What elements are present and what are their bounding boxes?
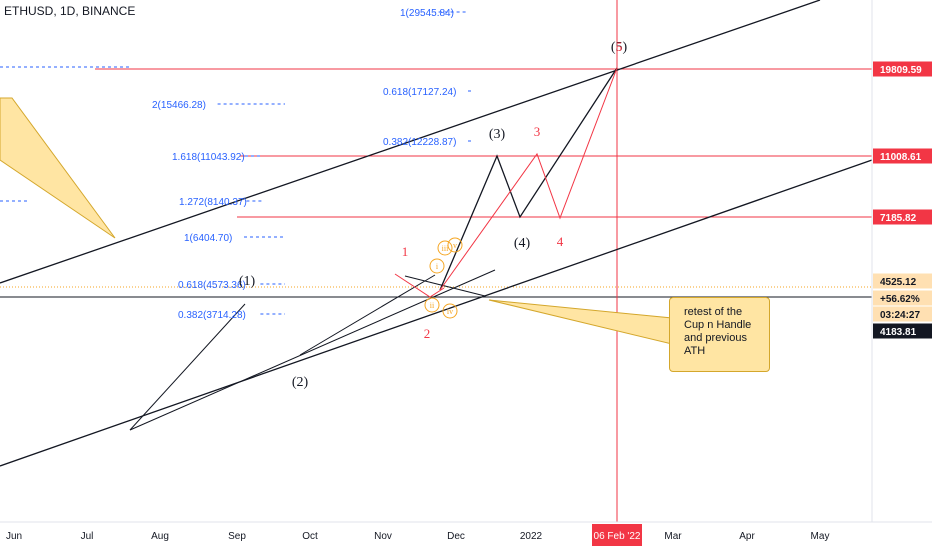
price-tag [873, 273, 932, 289]
callout-box[interactable]: retest of the Cup n Handle and previous … [669, 297, 770, 372]
fib-label: 0.382(12228.87) [383, 137, 456, 148]
chart-background [0, 0, 872, 522]
wave-red-minor [394, 273, 445, 298]
x-tick-label: 06 Feb '22 [594, 531, 641, 542]
wave-projection-red [439, 67, 618, 291]
fib-label: 1.272(8140.37) [179, 197, 247, 208]
x-tick-label: Dec [447, 531, 465, 542]
wave-label: (5) [611, 40, 628, 55]
x-tick-label: Sep [228, 531, 246, 542]
x-tick-label: Jul [81, 531, 94, 542]
x-axis-ticks: Jun Jul Aug Sep Oct Nov Dec 2022 06 Feb '22 Mar Ap… [6, 524, 830, 546]
price-tag-label: 4525.12 [880, 277, 917, 288]
minor-wave-circle [437, 240, 453, 256]
minor-wave-label: v [453, 241, 457, 250]
wave-label: 5 [616, 39, 623, 54]
price-tag-label: 4183.81 [880, 327, 917, 338]
x-tick-label: May [811, 531, 830, 542]
channel-upper [0, 0, 821, 284]
wave-label: 2 [424, 326, 431, 341]
wave-label: 4 [557, 234, 564, 249]
price-tag [873, 290, 932, 306]
minor-wave-label: iii [442, 244, 449, 253]
fib-label: 1(6404.70) [184, 233, 232, 244]
x-tick-label: Nov [374, 531, 392, 542]
wave-label: (3) [489, 127, 506, 142]
symbol-title: ETHUSD, 1D, BINANCE [4, 4, 136, 18]
price-tag [873, 61, 932, 77]
price-tag-label: 03:24:27 [880, 310, 920, 321]
x-tick-label: 2022 [520, 531, 543, 542]
fib-label: 0.382(3714.28) [178, 310, 246, 321]
trendline [129, 269, 496, 431]
price-tag [873, 323, 932, 339]
minor-wave-circle [447, 237, 463, 253]
handle-line [404, 275, 486, 297]
x-tick-label: Jun [6, 531, 22, 542]
fib-label: 0.618(4573.36) [178, 280, 246, 291]
price-axis[interactable] [872, 0, 932, 522]
minor-wave-label: i [436, 262, 439, 271]
price-tag-label: 7185.82 [880, 213, 917, 224]
fib-label: 2(15466.28) [152, 100, 206, 111]
minor-wave-label: iv [447, 307, 453, 316]
x-tick-label: Mar [664, 531, 682, 542]
price-tag-label: 19809.59 [880, 65, 922, 76]
fib-label: 1.618(11043.92) [172, 152, 245, 163]
wave-label: (2) [292, 375, 309, 390]
price-tags: 19809.59 11008.61 7185.82 4525.12 +56.62% 03:… [873, 61, 932, 339]
wave-label: 1 [402, 244, 409, 259]
x-tick-label: Oct [302, 531, 318, 542]
price-tag [873, 148, 932, 164]
wave-leg [299, 274, 436, 356]
x-tick-label: Apr [739, 531, 755, 542]
price-tag [873, 209, 932, 225]
date-highlight [592, 524, 642, 546]
fib-label: 1(29545.84) [400, 8, 454, 19]
labels: 1(29545.84) 2(15466.28) 0.618(17127.24) 0.3… [152, 8, 627, 390]
price-tag-label: +56.62% [880, 294, 920, 305]
x-tick-label: Aug [151, 531, 169, 542]
price-tag-label: 11008.61 [880, 152, 922, 163]
minor-wave-label: ii [430, 301, 435, 310]
drawings [0, 0, 873, 522]
wave-leg [129, 303, 246, 431]
minor-wave-circle [424, 297, 440, 313]
price-tag [873, 306, 932, 322]
wave-label: (4) [514, 236, 531, 251]
channel-lower [0, 159, 873, 467]
wave-projection-black [439, 67, 618, 291]
wave-label: (1) [239, 274, 256, 289]
wave-label: 3 [534, 124, 541, 139]
time-axis[interactable] [0, 522, 932, 550]
minor-wave-circle [429, 258, 445, 274]
fib-label: 0.618(17127.24) [383, 87, 456, 98]
minor-wave-circle [442, 303, 458, 319]
